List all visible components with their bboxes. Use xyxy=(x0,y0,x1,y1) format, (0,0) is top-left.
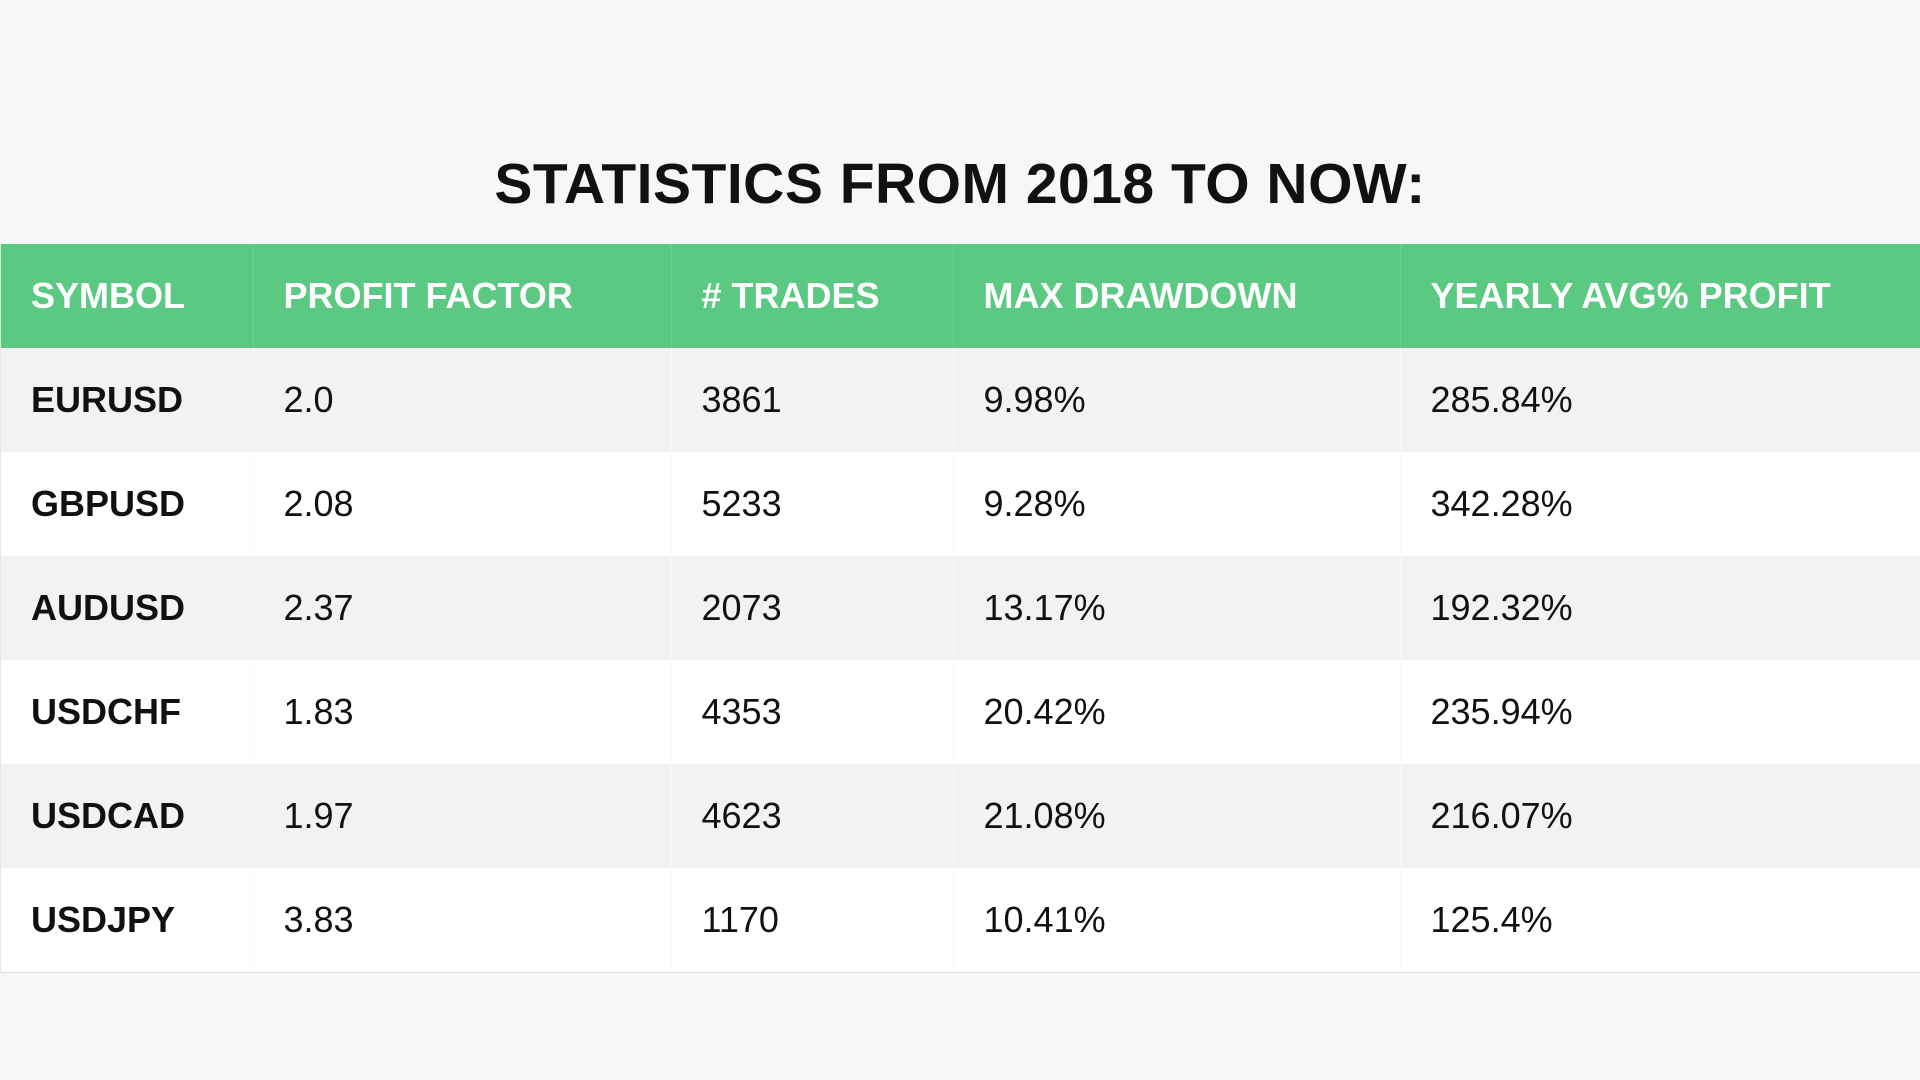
table-row: EURUSD 2.0 3861 9.98% 285.84% xyxy=(1,348,1920,452)
table-row: GBPUSD 2.08 5233 9.28% 342.28% xyxy=(1,452,1920,556)
table-row: AUDUSD 2.37 2073 13.17% 192.32% xyxy=(1,556,1920,660)
cell-max-drawdown: 21.08% xyxy=(953,764,1401,868)
cell-symbol: USDCAD xyxy=(1,764,254,868)
cell-trades: 4623 xyxy=(671,764,954,868)
cell-yearly-avg-profit: 192.32% xyxy=(1430,587,1573,628)
cell-yearly-avg-profit: 342.28% xyxy=(1430,483,1573,524)
column-header-trades: # TRADES xyxy=(671,244,954,348)
table-row: USDCAD 1.97 4623 21.08% 216.07% xyxy=(1,764,1920,868)
column-header-symbol: SYMBOL xyxy=(1,244,254,348)
cell-symbol: USDCHF xyxy=(1,660,254,764)
table-header: SYMBOL PROFIT FACTOR # TRADES MAX DRAWDO… xyxy=(1,244,1920,348)
cell-max-drawdown: 10.41% xyxy=(953,868,1401,972)
cell-profit-factor: 1.83 xyxy=(253,660,672,764)
table-row: USDCHF 1.83 4353 20.42% 235.94% xyxy=(1,660,1920,764)
column-header-profit-factor: PROFIT FACTOR xyxy=(253,244,672,348)
cell-trades: 5233 xyxy=(671,452,954,556)
cell-trades: 1170 xyxy=(671,868,954,972)
cell-profit-factor: 2.0 xyxy=(253,348,672,452)
statistics-table: SYMBOL PROFIT FACTOR # TRADES MAX DRAWDO… xyxy=(1,244,1920,972)
cell-symbol: GBPUSD xyxy=(1,452,254,556)
cell-symbol: AUDUSD xyxy=(1,556,254,660)
cell-trades: 4353 xyxy=(671,660,954,764)
cell-max-drawdown: 13.17% xyxy=(953,556,1401,660)
table-header-row: SYMBOL PROFIT FACTOR # TRADES MAX DRAWDO… xyxy=(1,244,1920,348)
cell-trades: 3861 xyxy=(671,348,954,452)
cell-yearly-avg-profit: 125.4% xyxy=(1430,899,1553,940)
cell-profit-factor: 3.83 xyxy=(253,868,672,972)
table-row: USDJPY 3.83 1170 10.41% 125.4% xyxy=(1,868,1920,972)
cell-max-drawdown: 20.42% xyxy=(953,660,1401,764)
cell-profit-factor: 2.37 xyxy=(253,556,672,660)
statistics-table-container: SYMBOL PROFIT FACTOR # TRADES MAX DRAWDO… xyxy=(0,244,1920,973)
cell-yearly-avg-profit: 235.94% xyxy=(1430,691,1573,732)
cell-max-drawdown: 9.28% xyxy=(953,452,1401,556)
cell-yearly-avg-profit: 216.07% xyxy=(1430,795,1573,836)
cell-profit-factor: 2.08 xyxy=(253,452,672,556)
cell-symbol: EURUSD xyxy=(1,348,254,452)
cell-yearly-avg-profit: 285.84% xyxy=(1430,379,1573,420)
cell-max-drawdown: 9.98% xyxy=(953,348,1401,452)
cell-symbol: USDJPY xyxy=(1,868,254,972)
column-header-max-drawdown: MAX DRAWDOWN xyxy=(953,244,1401,348)
page-title: STATISTICS FROM 2018 TO NOW: xyxy=(494,152,1426,216)
column-header-yearly-avg-profit: YEARLY AVG% PROFIT xyxy=(1430,275,1831,316)
table-body: EURUSD 2.0 3861 9.98% 285.84% GBPUSD 2.0… xyxy=(1,348,1920,972)
cell-trades: 2073 xyxy=(671,556,954,660)
cell-profit-factor: 1.97 xyxy=(253,764,672,868)
